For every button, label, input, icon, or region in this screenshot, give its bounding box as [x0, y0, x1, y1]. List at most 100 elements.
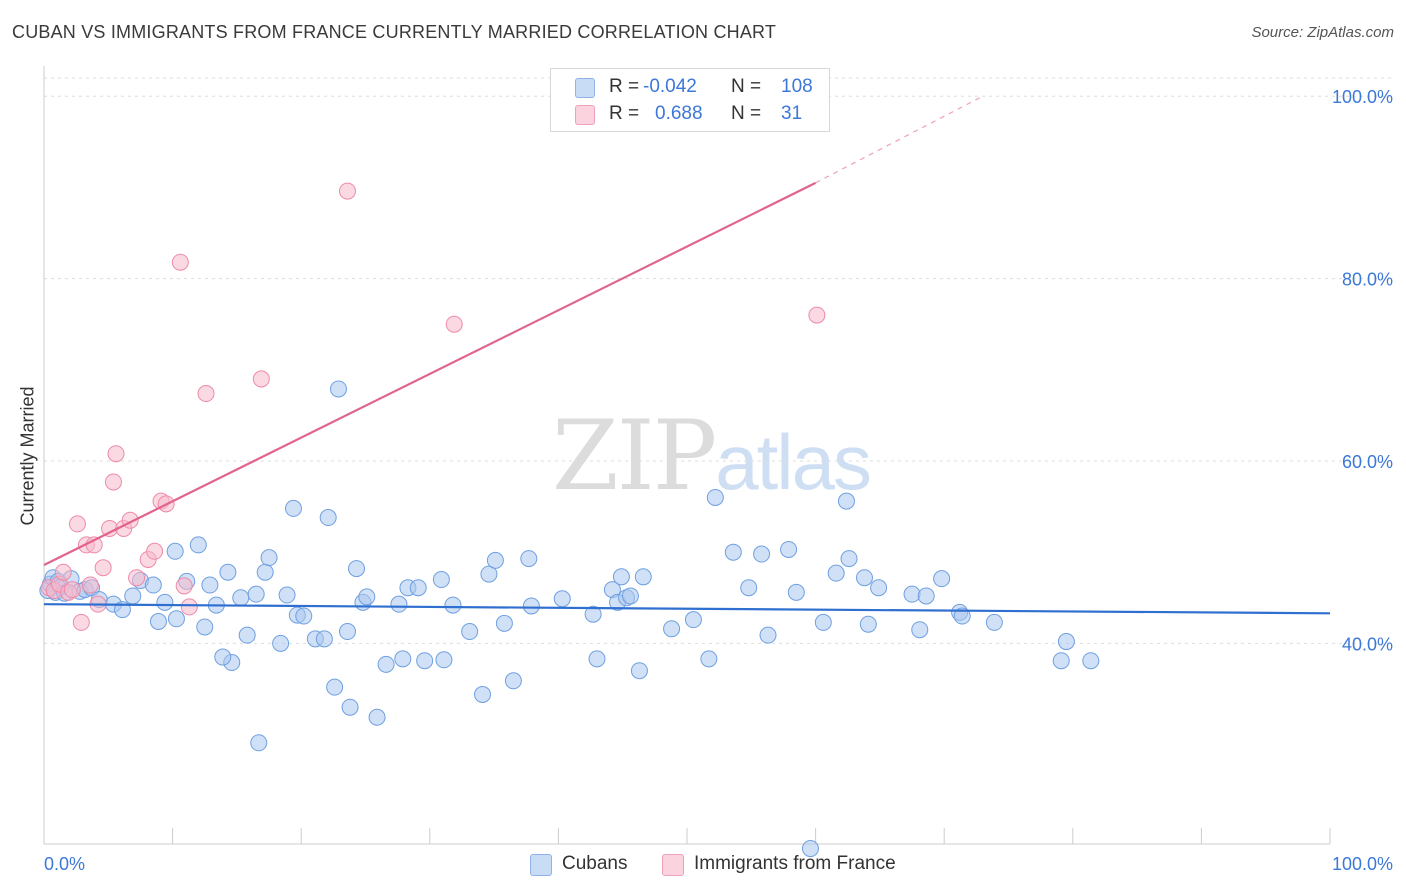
cubans-point [724, 543, 742, 561]
france-point [72, 613, 90, 631]
france-trend-extension [815, 95, 984, 184]
bottom-legend-label-france: Immigrants from France [694, 853, 896, 874]
france-point [94, 559, 112, 577]
cubans-point [250, 734, 268, 752]
cubans-point [435, 651, 453, 669]
y-axis-label: Currently Married [17, 386, 38, 526]
france-point [808, 306, 826, 324]
x-tick-label: 100.0% [1332, 854, 1393, 874]
france-point [81, 576, 99, 594]
cubans-point [588, 650, 606, 668]
cubans-point [759, 626, 777, 644]
cubans-point [189, 536, 207, 554]
france-point [197, 385, 215, 403]
x-tick-label: 0.0% [44, 854, 85, 874]
cubans-point [553, 590, 571, 608]
cubans-point [347, 560, 365, 578]
cubans-point [630, 662, 648, 680]
bottom-legend-swatch-france [662, 854, 684, 876]
cubans-point [368, 708, 386, 726]
france-point [63, 581, 81, 599]
cubans-point [1052, 652, 1070, 670]
cubans-point [149, 612, 167, 630]
y-tick-label: 60.0% [1342, 452, 1393, 472]
chart-title: CUBAN VS IMMIGRANTS FROM FRANCE CURRENTL… [12, 22, 777, 42]
cubans-point [444, 596, 462, 614]
cubans-point [814, 613, 832, 631]
cubans-point [377, 655, 395, 673]
cubans-point [196, 618, 214, 636]
cubans-point [409, 579, 427, 597]
france-point [175, 577, 193, 595]
cubans-point [278, 586, 296, 604]
source-label: Source: ZipAtlas.com [1251, 24, 1394, 41]
cubans-point [787, 583, 805, 601]
cubans-point [612, 568, 630, 586]
cubans-point [338, 623, 356, 641]
cubans-point [256, 563, 274, 581]
legend-n-label: N = [731, 76, 762, 97]
legend-r-label: R = [609, 103, 640, 124]
cubans-point [394, 650, 412, 668]
legend-n-value: 31 [781, 103, 803, 124]
france-point [68, 515, 86, 533]
cubans-point [480, 565, 498, 583]
cubans-point [634, 568, 652, 586]
y-tick-label: 100.0% [1332, 87, 1393, 107]
cubans-point [156, 593, 174, 611]
cubans-point [219, 563, 237, 581]
cubans-point [827, 564, 845, 582]
cubans-point [520, 550, 538, 568]
cubans-point [319, 509, 337, 527]
cubans-point [238, 626, 256, 644]
cubans-point [214, 648, 232, 666]
legend-swatch-cubans [575, 78, 595, 98]
bottom-legend-swatch-cubans [530, 854, 552, 876]
france-point [104, 473, 122, 491]
correlation-legend: R = -0.042 N = 108 R = 0.688 N = 31 [550, 68, 830, 132]
cubans-point [358, 588, 376, 606]
france-point [252, 370, 270, 388]
watermark: ZIPatlas [552, 400, 872, 512]
watermark-zip: ZIP [552, 400, 717, 512]
cubans-point [684, 611, 702, 629]
cubans-point [272, 634, 290, 652]
cubans-point [326, 678, 344, 696]
cubans-point [474, 685, 492, 703]
cubans-point [166, 542, 184, 560]
legend-r-value: 0.688 [655, 103, 703, 124]
france-point [338, 182, 356, 200]
cubans-point [911, 621, 929, 639]
cubans-point [201, 576, 219, 594]
cubans-point [837, 492, 855, 510]
cubans-point [461, 623, 479, 641]
cubans-point [801, 840, 819, 858]
cubans-point [700, 650, 718, 668]
france-point [54, 563, 72, 581]
cubans-point [341, 698, 359, 716]
cubans-point [663, 620, 681, 638]
cubans-point [584, 605, 602, 623]
cubans-point [903, 585, 921, 603]
cubans-point [917, 587, 935, 605]
cubans-point [495, 614, 513, 632]
france-point [445, 315, 463, 333]
cubans-point [706, 488, 724, 506]
cubans-point [315, 630, 333, 648]
cubans-point [144, 576, 162, 594]
cubans-point [260, 549, 278, 567]
cubans-point [504, 672, 522, 690]
cubans-point [933, 570, 951, 588]
cubans-trend-line [43, 603, 1331, 615]
cubans-point [432, 571, 450, 589]
cubans-point [486, 551, 504, 569]
cubans-point [621, 587, 639, 605]
cubans-point [284, 499, 302, 517]
watermark-atlas: atlas [715, 418, 872, 506]
cubans-point [295, 607, 313, 625]
legend-r-value: -0.042 [643, 76, 697, 97]
france-point [171, 253, 189, 271]
france-trend-line [43, 181, 817, 566]
bottom-legend-label-cubans: Cubans [562, 853, 628, 874]
